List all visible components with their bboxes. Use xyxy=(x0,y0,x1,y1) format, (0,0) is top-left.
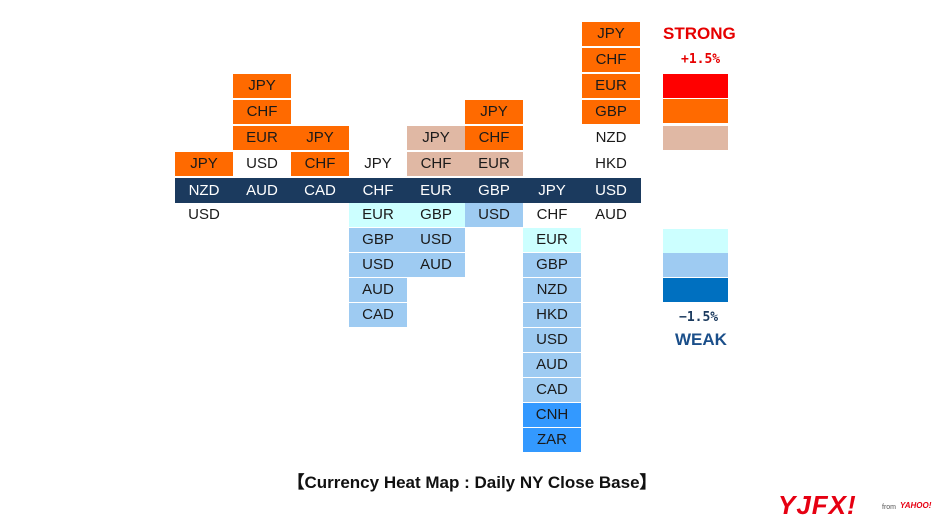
stronger-cell-nzd-jpy: JPY xyxy=(175,152,233,176)
legend-strong-value: +1.5% xyxy=(681,52,721,67)
base-currency-gbp: GBP xyxy=(478,182,510,199)
stronger-cell-usd-chf: CHF xyxy=(582,48,640,72)
stronger-cell-cad-jpy: JPY xyxy=(291,126,349,150)
stronger-cell-usd-gbp: GBP xyxy=(582,100,640,124)
weaker-cell-jpy-eur: EUR xyxy=(523,228,581,252)
weaker-cell-nzd-usd: USD xyxy=(175,203,233,227)
base-currency-eur: EUR xyxy=(420,182,452,199)
stronger-cell-aud-chf: CHF xyxy=(233,100,291,124)
legend-strong-swatch-3 xyxy=(663,126,728,150)
stronger-cell-usd-nzd: NZD xyxy=(582,126,640,150)
legend-weak-swatch-2 xyxy=(663,253,728,277)
stronger-cell-gbp-eur: EUR xyxy=(465,152,523,176)
stronger-cell-aud-eur: EUR xyxy=(233,126,291,150)
chart-caption: 【Currency Heat Map : Daily NY Close Base… xyxy=(287,473,657,492)
base-currency-cad: CAD xyxy=(304,182,336,199)
weaker-cell-jpy-cad: CAD xyxy=(523,378,581,402)
legend-strong-swatch-1 xyxy=(663,74,728,98)
weaker-cell-chf-usd: USD xyxy=(349,253,407,277)
weaker-cell-eur-usd: USD xyxy=(407,228,465,252)
base-currency-jpy: JPY xyxy=(538,182,566,199)
legend-strong-label: STRONG xyxy=(663,24,736,43)
logo-brand-text: YAHOO! xyxy=(900,501,932,510)
weaker-cell-jpy-gbp: GBP xyxy=(523,253,581,277)
legend-weak-value: −1.5% xyxy=(679,310,719,325)
weaker-cell-jpy-cnh: CNH xyxy=(523,403,581,427)
base-currency-chf: CHF xyxy=(362,182,394,199)
weaker-cell-eur-aud: AUD xyxy=(407,253,465,277)
stronger-cell-cad-chf: CHF xyxy=(291,152,349,176)
weaker-cell-usd-aud: AUD xyxy=(582,203,640,227)
stronger-cell-eur-chf: CHF xyxy=(407,152,465,176)
weaker-cell-jpy-aud: AUD xyxy=(523,353,581,377)
stronger-cell-chf-jpy: JPY xyxy=(349,152,407,176)
weaker-cell-jpy-hkd: HKD xyxy=(523,303,581,327)
base-currency-nzd: NZD xyxy=(188,182,220,199)
stronger-cell-aud-jpy: JPY xyxy=(233,74,291,98)
base-currency-band xyxy=(175,178,641,203)
weaker-cell-jpy-nzd: NZD xyxy=(523,278,581,302)
weaker-cell-jpy-usd: USD xyxy=(523,328,581,352)
base-currency-usd: USD xyxy=(595,182,627,199)
legend-weak-swatch-1 xyxy=(663,229,728,253)
legend-strong-swatch-2 xyxy=(663,99,728,123)
stronger-cell-eur-jpy: JPY xyxy=(407,126,465,150)
stronger-cell-aud-usd: USD xyxy=(233,152,291,176)
weaker-cell-chf-eur: EUR xyxy=(349,203,407,227)
stronger-cell-usd-jpy: JPY xyxy=(582,22,640,46)
stronger-cell-usd-hkd: HKD xyxy=(582,152,640,176)
weaker-cell-chf-aud: AUD xyxy=(349,278,407,302)
base-currency-aud: AUD xyxy=(246,182,278,199)
logo-main-text: YJFX! xyxy=(778,490,857,520)
weaker-cell-gbp-usd: USD xyxy=(465,203,523,227)
legend-weak-swatch-3 xyxy=(663,278,728,302)
legend-weak-label: WEAK xyxy=(675,330,727,349)
stronger-cell-gbp-jpy: JPY xyxy=(465,100,523,124)
weaker-cell-jpy-zar: ZAR xyxy=(523,428,581,452)
yjfx-logo: YJFX! from YAHOO! xyxy=(778,490,932,520)
weaker-cell-chf-cad: CAD xyxy=(349,303,407,327)
weaker-cell-jpy-chf: CHF xyxy=(523,203,581,227)
weaker-cell-chf-gbp: GBP xyxy=(349,228,407,252)
weaker-cell-eur-gbp: GBP xyxy=(407,203,465,227)
stronger-cell-gbp-chf: CHF xyxy=(465,126,523,150)
stronger-cell-usd-eur: EUR xyxy=(582,74,640,98)
logo-from-text: from xyxy=(882,504,896,511)
